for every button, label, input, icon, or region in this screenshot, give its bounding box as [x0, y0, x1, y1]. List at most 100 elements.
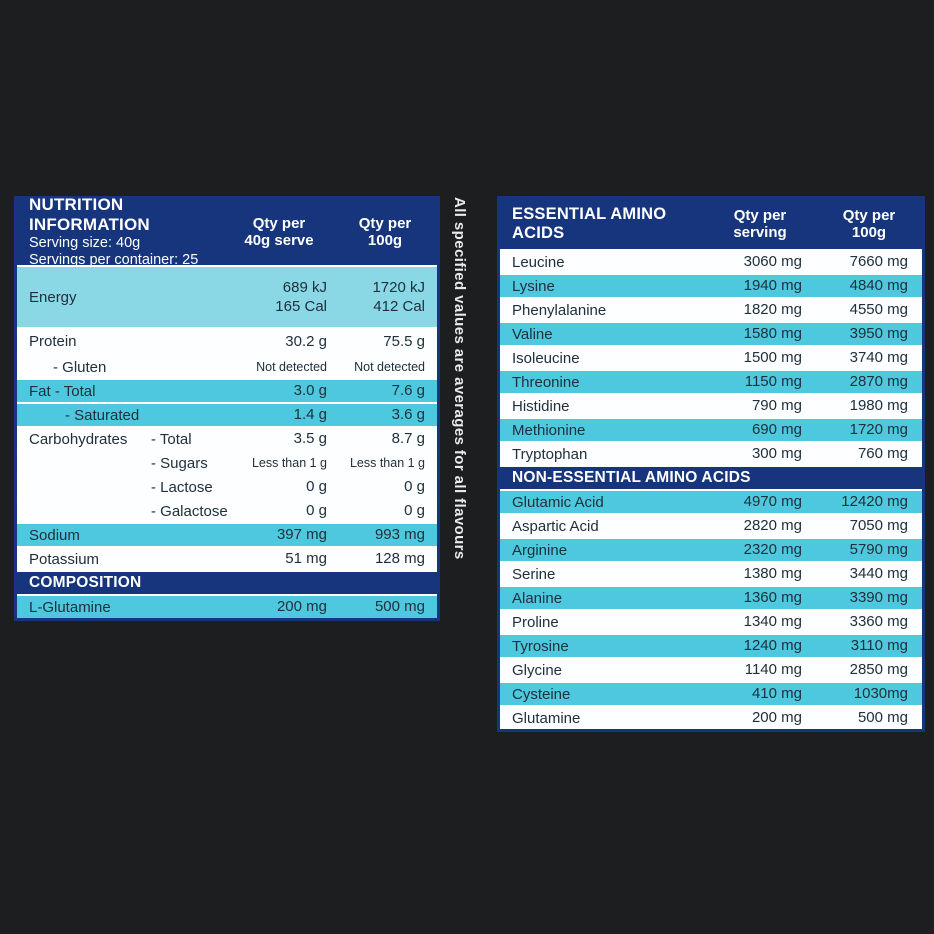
- qty-per-100g-value: 3360 mg: [849, 613, 908, 631]
- amino-acids-table: ESSENTIAL AMINO ACIDS Qty per serving Qt…: [497, 196, 925, 732]
- qty-per-100g-value: 1720 mg: [849, 421, 908, 439]
- column-header-qty-per-100g: Qty per 100g: [842, 206, 896, 241]
- essential-amino-acids-title: ESSENTIAL AMINO ACIDS: [500, 205, 704, 244]
- table-row-protein: Protein 30.2 g 75.5 g: [17, 327, 437, 354]
- amino-name: Tyrosine: [512, 637, 569, 655]
- table-row-carbohydrates-total: Carbohydrates - Total 3.5 g 8.7 g: [17, 426, 437, 450]
- amino-name: Glutamine: [512, 709, 581, 727]
- row-sub-label: - Sugars: [151, 454, 208, 472]
- amino-name: Histidine: [512, 397, 570, 415]
- table-row-serine: Serine 1380 mg 3440 mg: [500, 561, 922, 585]
- qty-per-100g-value: 7050 mg: [849, 517, 908, 535]
- nutrition-table-header: NUTRITION INFORMATION Serving size: 40g …: [17, 195, 437, 268]
- qty-per-100g-value: 75.5 g: [383, 332, 425, 350]
- essential-title-text: ESSENTIAL AMINO ACIDS: [512, 204, 667, 242]
- amino-name: Isoleucine: [512, 349, 580, 367]
- qty-per-100g-value: 12420 mg: [841, 493, 908, 511]
- table-row-gluten: - Gluten Not detected Not detected: [17, 354, 437, 378]
- table-row-phenylalanine: Phenylalanine 1820 mg 4550 mg: [500, 297, 922, 321]
- amino-name: Tryptophan: [512, 445, 588, 463]
- column-header-qty-per-serve: Qty per 40g serve: [244, 214, 314, 249]
- qty-per-serving-value: 1140 mg: [744, 661, 802, 679]
- nutrition-information-table: NUTRITION INFORMATION Serving size: 40g …: [14, 195, 440, 621]
- amino-name: Proline: [512, 613, 559, 631]
- table-row-tyrosine: Tyrosine 1240 mg 3110 mg: [500, 633, 922, 657]
- qty-per-serving-value: 410 mg: [751, 685, 802, 703]
- qty-per-100g-value: 7.6 g: [391, 382, 425, 400]
- qty-per-serve-value: 30.2 g: [285, 332, 327, 350]
- qty-per-100g-value: 5790 mg: [849, 541, 908, 559]
- qty-per-serving-value: 2320 mg: [743, 541, 802, 559]
- qty-per-100g-value: 0 g: [404, 502, 425, 520]
- qty-per-serve-value: 1.4 g: [293, 406, 327, 424]
- qty-per-100g-value: 3.6 g: [391, 406, 425, 424]
- table-row-sodium: Sodium 397 mg 993 mg: [17, 522, 437, 546]
- qty-per-100g-value: 4840 mg: [849, 277, 908, 295]
- amino-name: Threonine: [512, 373, 580, 391]
- column-header-qty-per-serving: Qty per serving: [733, 206, 787, 241]
- table-row-l-glutamine: L-Glutamine 200 mg 500 mg: [17, 594, 437, 618]
- table-row-tryptophan: Tryptophan 300 mg 760 mg: [500, 441, 922, 465]
- qty-per-100g-value: 3390 mg: [849, 589, 908, 607]
- amino-name: Methionine: [512, 421, 586, 439]
- table-row-glutamic-acid: Glutamic Acid 4970 mg 12420 mg: [500, 489, 922, 513]
- table-row-threonine: Threonine 1150 mg 2870 mg: [500, 369, 922, 393]
- qty-per-100g-value: 3440 mg: [849, 565, 908, 583]
- row-label: - Gluten: [53, 358, 107, 376]
- qty-per-serve-value: 51 mg: [285, 550, 327, 568]
- qty-per-100g-value: 1030mg: [853, 685, 908, 703]
- servings-per-container-text: Servings per container: 25: [29, 252, 199, 269]
- table-row-glutamine: Glutamine 200 mg 500 mg: [500, 705, 922, 729]
- amino-name: Aspartic Acid: [512, 517, 599, 535]
- amino-name: Phenylalanine: [512, 301, 607, 319]
- qty-per-serving-value: 1940 mg: [743, 277, 802, 295]
- qty-per-serving-value: 1820 mg: [743, 301, 802, 319]
- qty-per-serving-value: 1360 mg: [743, 589, 802, 607]
- non-essential-section-header: NON-ESSENTIAL AMINO ACIDS: [500, 465, 922, 489]
- qty-per-100g-value: 0 g: [404, 478, 425, 496]
- qty-per-serving-value: 1380 mg: [743, 565, 802, 583]
- table-row-lysine: Lysine 1940 mg 4840 mg: [500, 273, 922, 297]
- qty-per-serving-value: 790 mg: [751, 397, 802, 415]
- qty-per-100g-value: Not detected: [354, 359, 425, 374]
- qty-per-serve-value: 397 mg: [276, 526, 327, 544]
- row-label: - Saturated: [65, 406, 140, 424]
- qty-per-serving-value: 2820 mg: [743, 517, 802, 535]
- vertical-disclaimer-text: All specified values are averages for al…: [451, 197, 468, 560]
- qty-per-100g-value: 3950 mg: [849, 325, 908, 343]
- row-sub-label: - Galactose: [151, 502, 228, 520]
- qty-per-100g-value: 4550 mg: [849, 301, 908, 319]
- nutrition-title: NUTRITION INFORMATION: [29, 194, 150, 234]
- table-row-alanine: Alanine 1360 mg 3390 mg: [500, 585, 922, 609]
- row-label: Carbohydrates - Total: [17, 431, 233, 448]
- qty-per-100g-value: 8.7 g: [391, 430, 425, 448]
- qty-per-100g-value: 128 mg: [374, 550, 425, 568]
- amino-name: Cysteine: [512, 685, 571, 703]
- table-row-aspartic-acid: Aspartic Acid 2820 mg 7050 mg: [500, 513, 922, 537]
- table-row-fat-total: Fat - Total 3.0 g 7.6 g: [17, 378, 437, 402]
- qty-per-100g-value: 500 mg: [374, 598, 425, 616]
- row-sub-label: - Lactose: [151, 478, 213, 496]
- qty-per-serving-value: 4970 mg: [743, 493, 802, 511]
- row-label: Protein: [29, 333, 77, 350]
- table-row-leucine: Leucine 3060 mg 7660 mg: [500, 249, 922, 273]
- row-label: Potassium: [29, 550, 100, 568]
- qty-per-serving-value: 1500 mg: [743, 349, 802, 367]
- composition-section-header: COMPOSITION: [17, 570, 437, 594]
- qty-per-serve-value: Not detected: [256, 359, 327, 374]
- serving-size-text: Serving size: 40g: [29, 234, 141, 251]
- table-row-lactose: - Lactose 0 g 0 g: [17, 474, 437, 498]
- table-row-isoleucine: Isoleucine 1500 mg 3740 mg: [500, 345, 922, 369]
- amino-name: Glutamic Acid: [512, 493, 604, 511]
- table-row-glycine: Glycine 1140 mg 2850 mg: [500, 657, 922, 681]
- table-row-potassium: Potassium 51 mg 128 mg: [17, 546, 437, 570]
- row-label: Energy: [29, 288, 77, 306]
- qty-per-serve-value: 3.0 g: [293, 382, 327, 400]
- amino-name: Arginine: [512, 541, 568, 559]
- column-header-qty-per-100g: Qty per 100g: [358, 214, 412, 249]
- qty-per-100g-value: 760 mg: [857, 445, 908, 463]
- table-row-galactose: - Galactose 0 g 0 g: [17, 498, 437, 522]
- qty-per-100g-value: 2870 mg: [849, 373, 908, 391]
- table-row-energy: Energy 689 kJ 165 Cal 1720 kJ 412 Cal: [17, 265, 437, 327]
